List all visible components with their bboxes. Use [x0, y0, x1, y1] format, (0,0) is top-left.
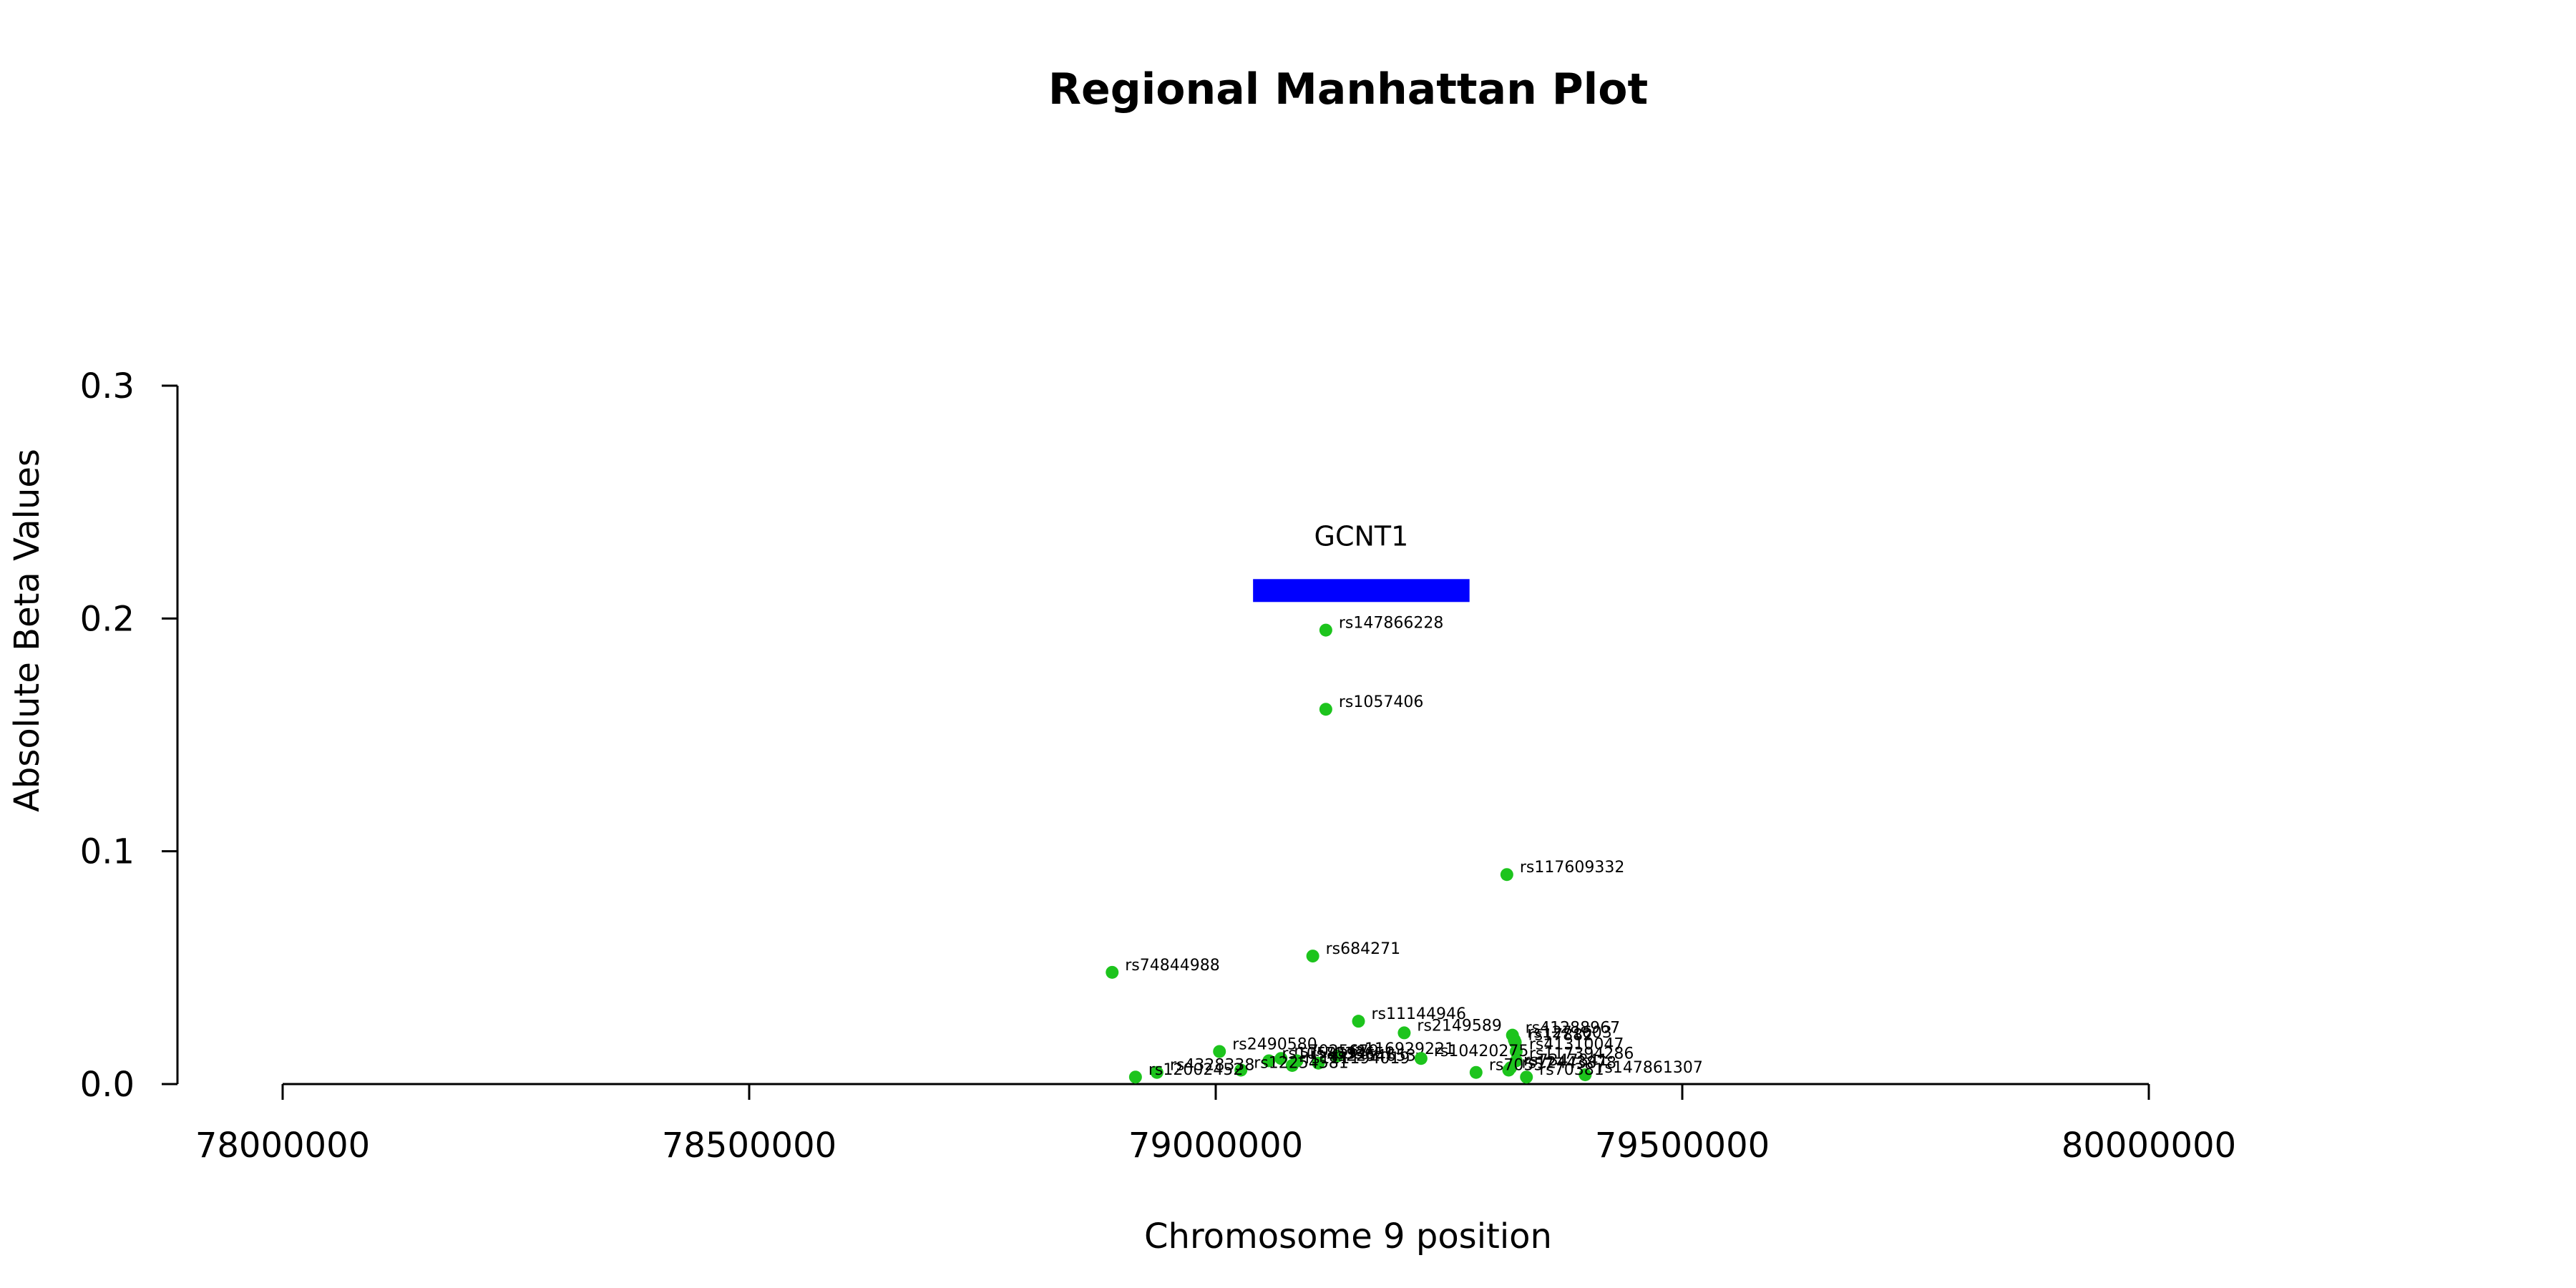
snp-point: [1106, 965, 1119, 979]
snp-point: [1319, 623, 1332, 637]
gene-track: GCNT1: [1253, 520, 1470, 602]
snp-label: rs7347841: [1523, 1052, 1609, 1070]
snp-label: rs70557: [1489, 1057, 1554, 1075]
snp-point: [1285, 1058, 1299, 1072]
snp-point: [1319, 703, 1332, 716]
snp-point: [1312, 1056, 1325, 1070]
snp-points: rs147866228 rs1057406 rs117609332 rs684271 r…: [1106, 615, 1703, 1084]
snp-label: rs12443878: [1521, 1054, 1616, 1072]
snp-point: [1128, 1070, 1142, 1084]
gene-label: GCNT1: [1314, 520, 1409, 552]
snp-point: [1213, 1045, 1226, 1058]
snp-point: [1306, 950, 1319, 963]
x-tick-label: 79500000: [1595, 1126, 1770, 1166]
snp-label: rs70381: [1539, 1061, 1604, 1079]
x-tick-label: 78500000: [662, 1126, 836, 1166]
snp-point: [1500, 868, 1513, 882]
snp-label: rs147866228: [1339, 615, 1443, 633]
snp-label: rs117394286: [1529, 1045, 1634, 1063]
y-axis: 0.0 0.1 0.2 0.3: [80, 366, 179, 1105]
snp-label: rs147861307: [1598, 1059, 1702, 1077]
snp-point: [1502, 1063, 1516, 1077]
gene-bar: [1253, 579, 1470, 602]
x-tick-label: 79000000: [1128, 1126, 1303, 1166]
snp-label: rs2149589: [1417, 1017, 1502, 1035]
x-tick-label: 78000000: [195, 1126, 370, 1166]
snp-label: rs11144946: [1372, 1005, 1466, 1023]
snp-label: rs111194019: [1305, 1050, 1410, 1068]
snp-point: [1397, 1026, 1411, 1040]
x-axis-label: Chromosome 9 position: [1144, 1216, 1552, 1257]
x-tick-label: 80000000: [2062, 1126, 2236, 1166]
y-tick-label: 0.1: [80, 832, 135, 872]
y-tick-label: 0.3: [80, 366, 135, 406]
snp-point: [1234, 1063, 1248, 1077]
y-tick-label: 0.0: [80, 1065, 135, 1105]
snp-label: rs117609332: [1520, 859, 1624, 877]
snp-label: rs2490580: [1232, 1035, 1317, 1053]
snp-point: [1520, 1070, 1533, 1084]
snp-point: [1150, 1065, 1163, 1079]
snp-label: rs684271: [1326, 940, 1401, 958]
snp-label: rs41310047: [1529, 1035, 1624, 1053]
snp-label: rs12002452: [1148, 1061, 1243, 1079]
snp-label: rs17882: [1528, 1026, 1594, 1044]
y-tick-label: 0.2: [80, 599, 135, 639]
snp-label: rs1057406: [1339, 693, 1424, 711]
snp-point: [1469, 1065, 1483, 1079]
snp-point: [1414, 1052, 1428, 1065]
snp-label: rs41288967: [1526, 1020, 1620, 1038]
snp-point: [1274, 1052, 1288, 1065]
snp-label: rs74844988: [1125, 957, 1219, 975]
snp-point: [1509, 1045, 1523, 1058]
snp-point: [1330, 1049, 1344, 1063]
snp-label: rs12254581: [1254, 1054, 1348, 1072]
y-axis-label: Absolute Beta Values: [7, 449, 47, 812]
snp-label: rs2254653: [1331, 1048, 1416, 1065]
snp-point: [1579, 1068, 1592, 1081]
snp-label: rs1271603: [1527, 1024, 1612, 1042]
snp-label: rs1058594: [1282, 1045, 1367, 1063]
snp-label: rs7025679: [1294, 1043, 1379, 1060]
snp-point: [1508, 1035, 1522, 1049]
x-axis: 78000000 78500000 79000000 79500000 80000000: [195, 1083, 2236, 1166]
snp-label: rs4328338: [1170, 1057, 1255, 1075]
chart-title: Regional Manhattan Plot: [1048, 64, 1648, 114]
snp-point: [1352, 1015, 1365, 1028]
snp-point: [1262, 1054, 1276, 1068]
snp-label: rs116929221: [1350, 1040, 1455, 1058]
